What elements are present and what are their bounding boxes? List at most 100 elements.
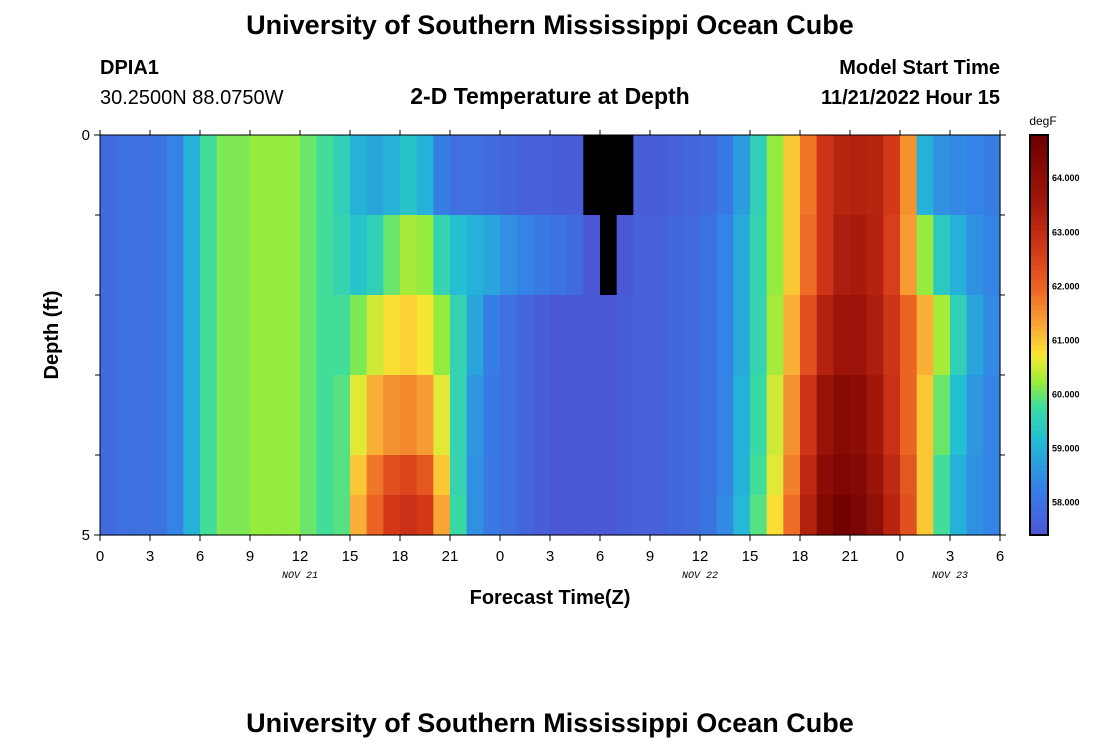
heatmap-cell bbox=[633, 135, 651, 216]
heatmap-cell bbox=[983, 495, 1001, 536]
heatmap-cell bbox=[150, 295, 168, 376]
heatmap-cell bbox=[150, 455, 168, 496]
heatmap-cell bbox=[883, 455, 901, 496]
colorbar-segment bbox=[1030, 255, 1048, 261]
heatmap-cell bbox=[450, 215, 468, 296]
heatmap-cell bbox=[650, 295, 668, 376]
colorbar-segment bbox=[1030, 395, 1048, 401]
heatmap-cell bbox=[750, 455, 768, 496]
heatmap-cell bbox=[783, 215, 801, 296]
colorbar-segment bbox=[1030, 210, 1048, 216]
heatmap-cell bbox=[766, 455, 784, 496]
colorbar-unit: degF bbox=[1029, 114, 1056, 128]
heatmap-cell bbox=[666, 375, 684, 456]
heatmap-cell bbox=[666, 215, 684, 296]
colorbar-segment bbox=[1030, 360, 1048, 366]
heatmap-cell bbox=[466, 455, 484, 496]
colorbar-segment bbox=[1030, 330, 1048, 336]
y-tick-label: 0 bbox=[82, 127, 90, 144]
colorbar-segment bbox=[1030, 310, 1048, 316]
colorbar-segment bbox=[1030, 345, 1048, 351]
heatmap-cell bbox=[883, 375, 901, 456]
heatmap-cell bbox=[816, 375, 834, 456]
colorbar-segment bbox=[1030, 510, 1048, 516]
colorbar-segment bbox=[1030, 520, 1048, 526]
heatmap-cell bbox=[633, 375, 651, 456]
heatmap-cell bbox=[600, 375, 618, 456]
colorbar-segment bbox=[1030, 250, 1048, 256]
colorbar-segment bbox=[1030, 465, 1048, 471]
colorbar-segment bbox=[1030, 175, 1048, 181]
colorbar-segment bbox=[1030, 220, 1048, 226]
heatmap-cell bbox=[966, 375, 984, 456]
heatmap-cell bbox=[233, 375, 251, 456]
heatmap-cell bbox=[383, 135, 401, 216]
heatmap-cell bbox=[366, 495, 384, 536]
heatmap-cell bbox=[800, 375, 818, 456]
heatmap-cell bbox=[600, 495, 618, 536]
heatmap-cell bbox=[466, 215, 484, 296]
heatmap-cell bbox=[216, 295, 234, 376]
heatmap-cell bbox=[233, 295, 251, 376]
colorbar-segment bbox=[1030, 230, 1048, 236]
footer-title: University of Southern Mississippi Ocean… bbox=[246, 708, 854, 738]
heatmap-cell bbox=[550, 495, 568, 536]
heatmap-cell bbox=[950, 135, 968, 216]
heatmap-cell bbox=[533, 295, 551, 376]
heatmap-cell bbox=[400, 455, 418, 496]
heatmap-cell bbox=[133, 135, 151, 216]
heatmap-cell bbox=[533, 495, 551, 536]
heatmap-cell bbox=[850, 135, 868, 216]
heatmap-cell bbox=[300, 135, 318, 216]
heatmap-cell bbox=[450, 495, 468, 536]
heatmap-cell bbox=[133, 215, 151, 296]
heatmap-cell bbox=[583, 375, 601, 456]
colorbar-segment bbox=[1030, 455, 1048, 461]
heatmap-cell bbox=[700, 135, 718, 216]
colorbar-segment bbox=[1030, 485, 1048, 491]
heatmap-cell bbox=[366, 455, 384, 496]
model-start-value: 11/21/2022 Hour 15 bbox=[820, 87, 1000, 109]
heatmap-cell bbox=[383, 455, 401, 496]
heatmap-cell bbox=[733, 135, 751, 216]
heatmap-cell bbox=[733, 455, 751, 496]
page-title: University of Southern Mississippi Ocean… bbox=[246, 10, 854, 40]
x-tick-label: 0 bbox=[896, 548, 904, 565]
heatmap-cell bbox=[333, 375, 351, 456]
heatmap-cell bbox=[816, 495, 834, 536]
heatmap-cell bbox=[700, 455, 718, 496]
heatmap-cell bbox=[800, 295, 818, 376]
heatmap-cell bbox=[166, 215, 184, 296]
heatmap-cell bbox=[950, 375, 968, 456]
heatmap-cell bbox=[800, 495, 818, 536]
heatmap-cell bbox=[150, 215, 168, 296]
heatmap-cell bbox=[733, 375, 751, 456]
colorbar-segment bbox=[1030, 165, 1048, 171]
heatmap-cell bbox=[450, 295, 468, 376]
heatmap-cell bbox=[250, 375, 268, 456]
colorbar-segment bbox=[1030, 300, 1048, 306]
heatmap-cell bbox=[216, 455, 234, 496]
colorbar-segment bbox=[1030, 525, 1048, 531]
heatmap-cell bbox=[416, 455, 434, 496]
colorbar-segment bbox=[1030, 280, 1048, 286]
heatmap-cell bbox=[333, 215, 351, 296]
heatmap-cell bbox=[750, 495, 768, 536]
heatmap-cell bbox=[633, 215, 651, 296]
heatmap-cell bbox=[400, 375, 418, 456]
heatmap-cell bbox=[433, 295, 451, 376]
heatmap-cell bbox=[166, 495, 184, 536]
heatmap-cell bbox=[250, 495, 268, 536]
heatmap-cell bbox=[800, 135, 818, 216]
heatmap-cell bbox=[300, 215, 318, 296]
heatmap-cell bbox=[116, 455, 134, 496]
heatmap-cell bbox=[116, 135, 134, 216]
heatmap-cell bbox=[416, 215, 434, 296]
heatmap-cell bbox=[616, 495, 634, 536]
heatmap-cell bbox=[866, 455, 884, 496]
heatmap-cell bbox=[550, 215, 568, 296]
colorbar-segment bbox=[1030, 470, 1048, 476]
colorbar: 58.000 59.000 60.000 61.000 62.000 63.000 64.0… bbox=[1029, 114, 1080, 536]
heatmap-cell bbox=[583, 215, 601, 296]
heatmap-cell bbox=[516, 375, 534, 456]
